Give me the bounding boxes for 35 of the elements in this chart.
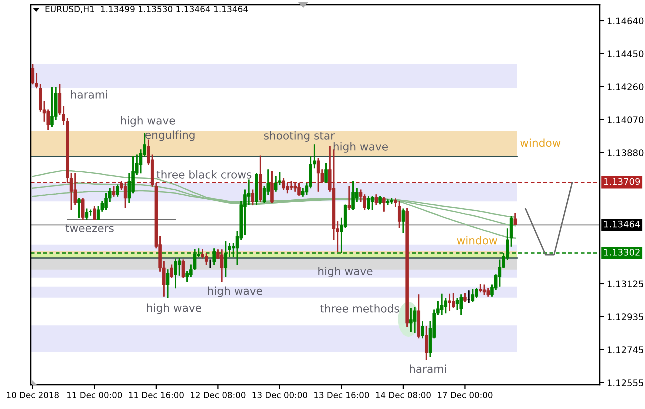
ref-line-label: 1.13709 <box>604 178 640 186</box>
y-tick-label: 1.12745 <box>608 346 644 354</box>
annotation: harami <box>410 364 446 374</box>
y-tick-label: 1.12935 <box>608 314 644 321</box>
x-tick-label: 14 Dec 08:00 <box>376 392 431 398</box>
x-tick-label: 13 Dec 00:00 <box>252 392 308 398</box>
annotation: high wave <box>121 116 176 127</box>
annotation: engulfing <box>146 130 195 142</box>
band-label: window <box>520 138 561 148</box>
band-label: window <box>457 236 498 245</box>
ref-line-label: 1.13464 <box>604 220 640 228</box>
annotation: harami <box>71 90 108 99</box>
annotation: three black crows <box>156 170 252 179</box>
annotation: high wave <box>147 304 202 314</box>
annotation: three methods <box>320 304 400 313</box>
x-tick-label: 12 Dec 08:00 <box>191 392 246 398</box>
y-tick-label: 1.14640 <box>608 18 644 25</box>
y-tick-label: 1.13125 <box>608 280 644 288</box>
x-tick-label: 11 Dec 16:00 <box>129 392 184 398</box>
x-tick-label: 11 Dec 00:00 <box>68 392 122 398</box>
ref-line-label: 1.13302 <box>604 249 640 256</box>
y-tick-label: 1.14450 <box>608 50 644 58</box>
annotation: high wave <box>318 267 373 278</box>
chart-title: EURUSD,H1 1.13499 1.13530 1.13464 1.13464 <box>46 6 248 14</box>
annotation: shooting star <box>264 131 336 142</box>
annotation: high wave <box>208 286 262 298</box>
annotation: tweezers <box>66 224 114 232</box>
x-tick-label: 13 Dec 16:00 <box>314 392 370 398</box>
y-tick-label: 1.14260 <box>608 84 644 90</box>
y-tick-label: 1.14070 <box>608 116 644 124</box>
y-tick-label: 1.12555 <box>608 380 644 386</box>
x-tick-label: 17 Dec 00:00 <box>438 392 493 398</box>
x-tick-label: 10 Dec 2018 <box>7 392 59 398</box>
y-tick-label: 1.13880 <box>608 150 644 156</box>
annotation: high wave <box>334 142 388 153</box>
